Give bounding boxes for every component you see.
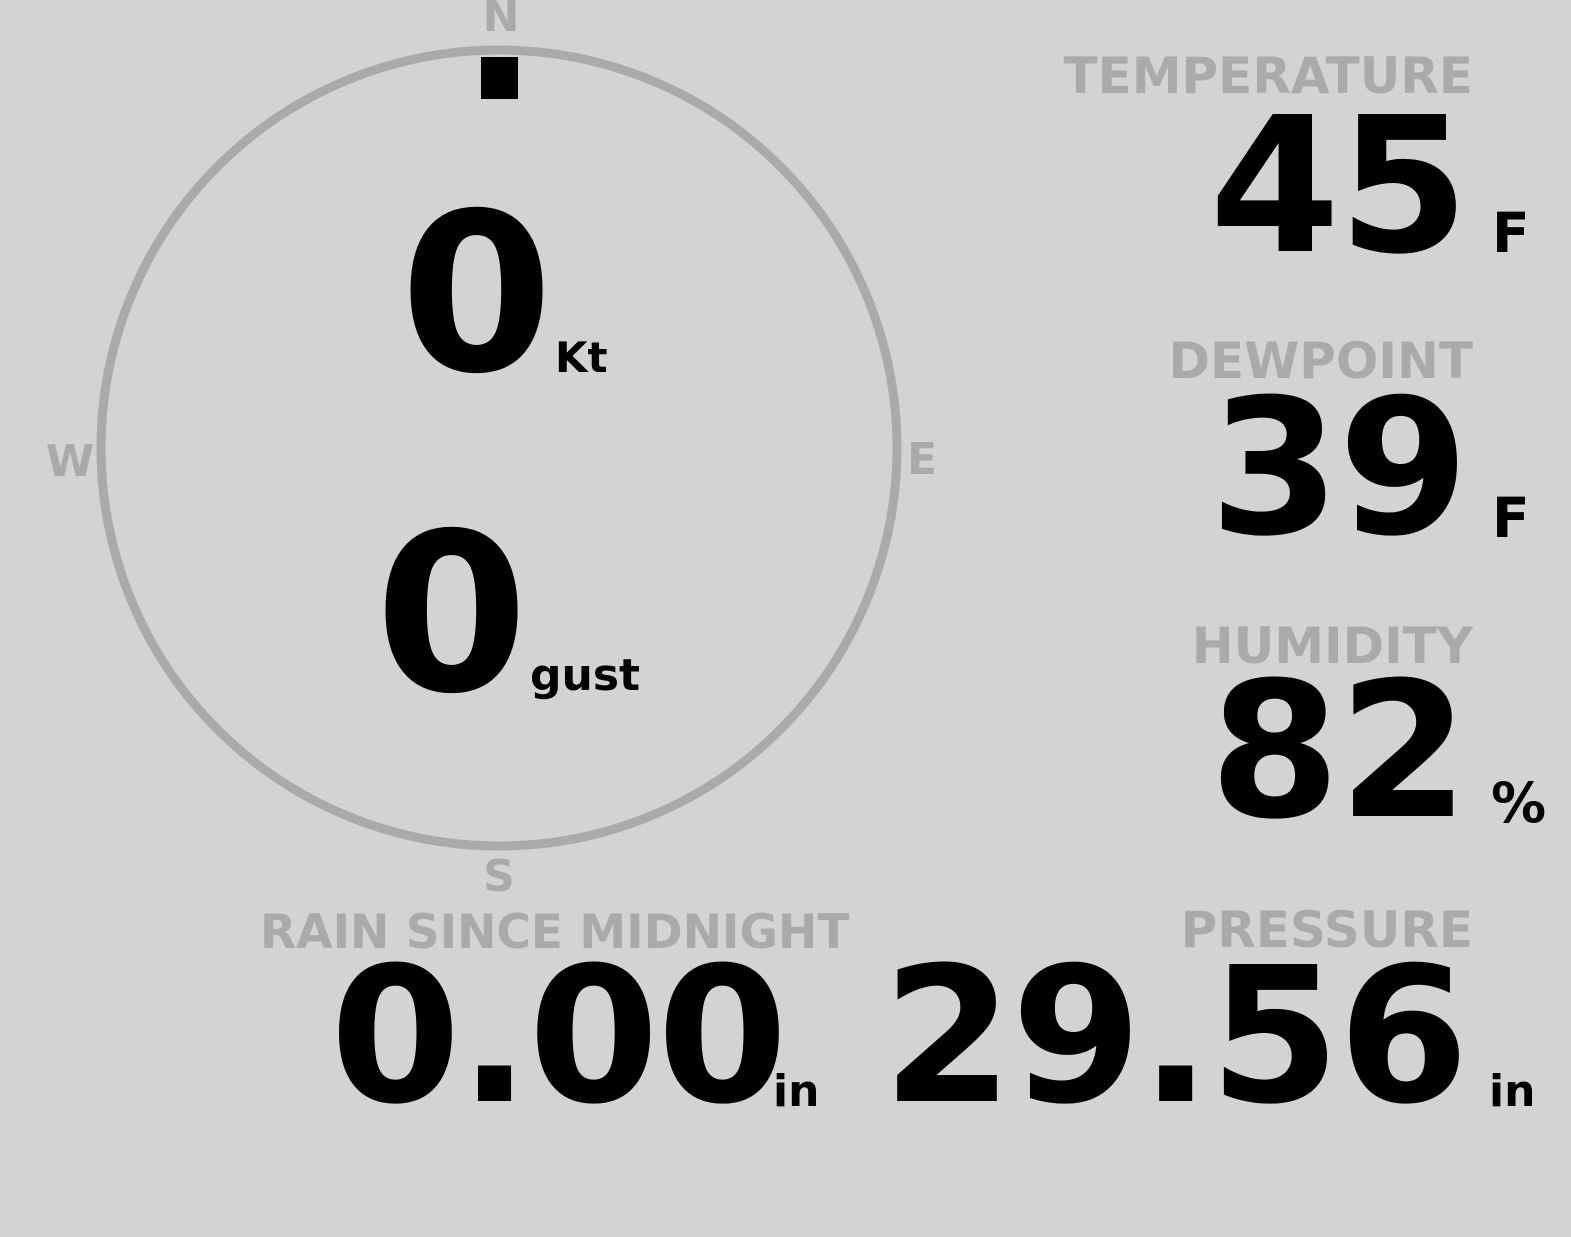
rain-label: RAIN SINCE MIDNIGHT — [260, 905, 850, 960]
wind-speed-value: 0 — [400, 166, 553, 422]
humidity-value: 82 — [1209, 642, 1469, 861]
humidity-unit: % — [1491, 771, 1547, 835]
dewpoint-label: DEWPOINT — [1168, 332, 1473, 390]
rain-unit: in — [773, 1066, 820, 1117]
temperature-unit: F — [1492, 201, 1530, 265]
wind-gust-value: 0 — [375, 486, 528, 742]
compass-east-label: E — [906, 434, 938, 485]
pressure-unit: in — [1489, 1066, 1536, 1117]
pressure-value: 29.56 — [882, 927, 1469, 1146]
pressure-label: PRESSURE — [1180, 901, 1473, 959]
rain-value: 0.00 — [330, 927, 788, 1146]
dewpoint-value: 39 — [1209, 359, 1469, 578]
compass-west-label: W — [45, 436, 95, 487]
compass-north-label: N — [482, 0, 520, 42]
humidity-label: HUMIDITY — [1191, 617, 1473, 675]
wind-speed-unit: Kt — [555, 333, 608, 382]
temperature-value: 45 — [1209, 77, 1469, 296]
compass-south-label: S — [483, 851, 515, 902]
temperature-label: TEMPERATURE — [1063, 47, 1474, 105]
wind-gust-unit: gust — [530, 650, 641, 701]
compass-ring — [96, 45, 902, 851]
wind-direction-marker — [481, 57, 518, 99]
dewpoint-unit: F — [1492, 486, 1530, 550]
